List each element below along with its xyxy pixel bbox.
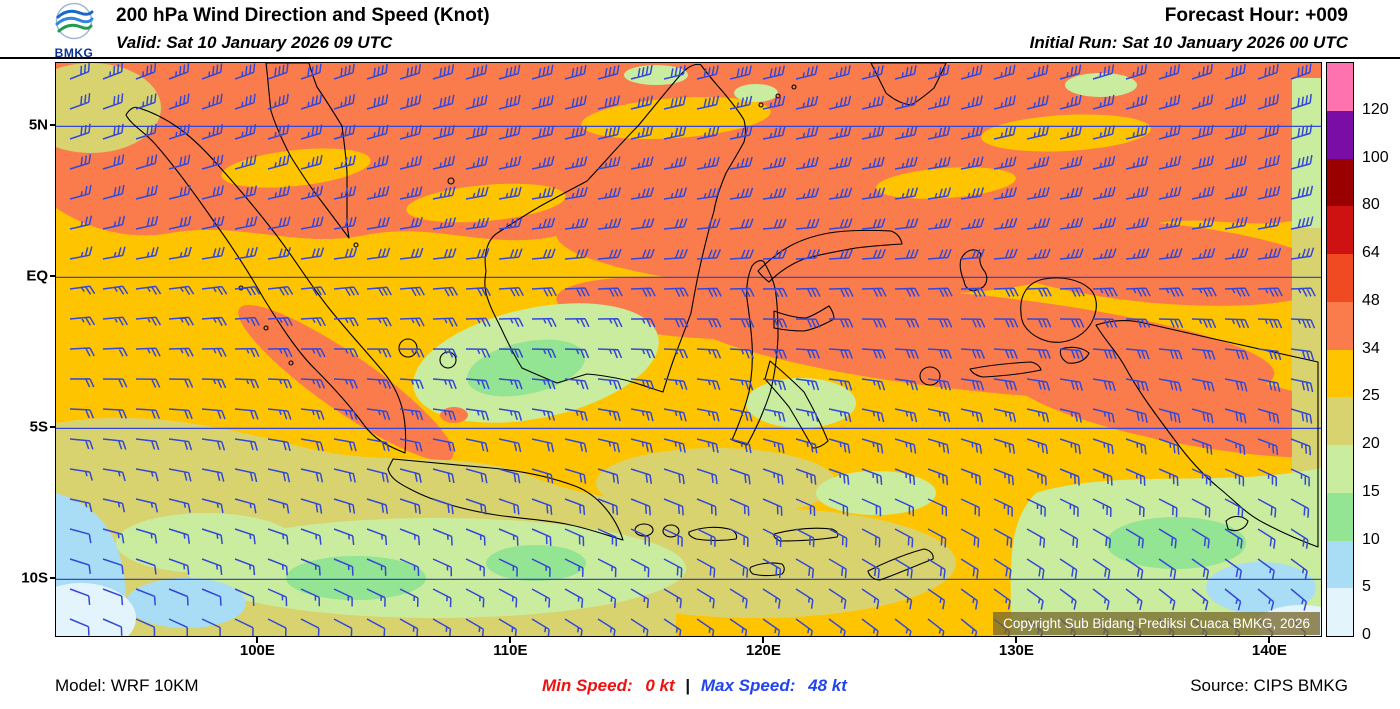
x-axis-label: 110E — [493, 642, 528, 659]
x-axis-label: 140E — [1251, 642, 1287, 659]
colorbar-segment — [1327, 588, 1353, 636]
colorbar — [1326, 62, 1354, 637]
model-label: Model: WRF 10KM — [55, 676, 199, 695]
max-speed-label: Max Speed: — [700, 676, 796, 695]
y-axis-label: 5N — [28, 116, 48, 134]
colorbar-label: 80 — [1362, 196, 1380, 214]
colorbar-segment — [1327, 397, 1353, 445]
coast-papua — [1020, 277, 1319, 548]
x-axis-label: 130E — [998, 642, 1034, 659]
header: BMKG 200 hPa Wind Direction and Speed (K… — [0, 0, 1400, 59]
colorbar-segment — [1327, 492, 1353, 541]
y-axis-tick — [50, 577, 55, 580]
forecast-hour: Forecast Hour: +009 — [1164, 5, 1348, 26]
min-speed-label: Min Speed: — [541, 676, 633, 695]
colorbar-segment — [1327, 110, 1353, 159]
speed-separator: | — [685, 676, 691, 695]
colorbar-segment — [1327, 254, 1353, 302]
wind-barbs — [69, 63, 1316, 636]
x-axis-tick — [1268, 636, 1271, 643]
coast-island-dot — [288, 360, 294, 366]
colorbar-label: 15 — [1362, 482, 1380, 500]
wind-map-svg — [56, 63, 1321, 636]
y-axis-tick — [50, 124, 55, 127]
colorbar-label: 120 — [1362, 100, 1389, 118]
colorbar-label: 34 — [1362, 339, 1380, 357]
x-axis-tick — [1015, 636, 1018, 643]
x-axis-tick — [762, 636, 765, 643]
page-title: 200 hPa Wind Direction and Speed (Knot) — [116, 5, 490, 26]
max-speed-value: 48 kt — [808, 676, 847, 695]
map-frame: Copyright Sub Bidang Prediksi Cuaca BMKG… — [55, 62, 1322, 637]
colorbar-segment — [1327, 349, 1353, 398]
coast-halmahera — [959, 249, 988, 292]
colorbar-segment — [1327, 158, 1353, 207]
coast-island-dot — [353, 242, 359, 248]
bmkg-logo: BMKG — [46, 2, 102, 60]
coast-lesser-sunda — [634, 523, 934, 581]
colorbar-segment — [1327, 206, 1353, 254]
coast-island-dot — [758, 102, 764, 108]
colorbar-segment — [1327, 445, 1353, 493]
colorbar-segment — [1327, 301, 1353, 350]
latitude-gridlines — [56, 125, 1321, 581]
x-axis-tick — [509, 636, 512, 643]
source-label: Source: CIPS BMKG — [1190, 676, 1348, 695]
colorbar-label: 25 — [1362, 387, 1380, 405]
y-axis-label: EQ — [26, 267, 48, 285]
colorbar-label: 48 — [1362, 291, 1380, 309]
footer: Model: WRF 10KM Min Speed: 0 kt | Max Sp… — [0, 676, 1400, 696]
coast-island-dot — [775, 93, 781, 99]
coast-sumatra — [125, 106, 407, 454]
coast-java — [387, 458, 624, 541]
x-axis-label: 120E — [745, 642, 781, 659]
wind-barb-strokes — [69, 63, 1316, 636]
colorbar-label: 5 — [1362, 578, 1371, 596]
colorbar-label: 100 — [1362, 148, 1389, 166]
coast-island-dot — [791, 84, 797, 90]
x-axis-tick — [256, 636, 259, 643]
x-axis-label: 100E — [239, 642, 275, 659]
coast-borneo — [484, 63, 747, 393]
coast-island-dot — [447, 177, 455, 185]
min-speed-value: 0 kt — [645, 676, 675, 695]
colorbar-segment — [1327, 540, 1353, 589]
coast-island-dot — [263, 325, 269, 331]
colorbar-segment — [1327, 63, 1353, 111]
colorbar-label: 10 — [1362, 530, 1380, 548]
colorbar-label: 64 — [1362, 244, 1380, 261]
colorbar-label: 20 — [1362, 435, 1380, 452]
y-axis-label: 5S — [29, 418, 48, 436]
coast-seram-buru — [919, 361, 1042, 386]
speed-summary: Min Speed: 0 kt | Max Speed: 48 kt — [542, 676, 847, 696]
coast-island-dot — [398, 338, 418, 358]
initial-run: Initial Run: Sat 10 January 2026 00 UTC — [1029, 33, 1348, 52]
colorbar-label: 0 — [1362, 626, 1371, 643]
coast-island-dot — [439, 351, 457, 369]
valid-time: Valid: Sat 10 January 2026 09 UTC — [116, 33, 393, 52]
y-axis-tick — [50, 275, 55, 278]
y-axis-tick — [50, 426, 55, 429]
y-axis-label: 10S — [21, 569, 48, 587]
bmkg-logo-label: BMKG — [54, 46, 94, 60]
copyright-watermark: Copyright Sub Bidang Prediksi Cuaca BMKG… — [993, 612, 1320, 635]
bmkg-logo-icon — [55, 2, 94, 40]
